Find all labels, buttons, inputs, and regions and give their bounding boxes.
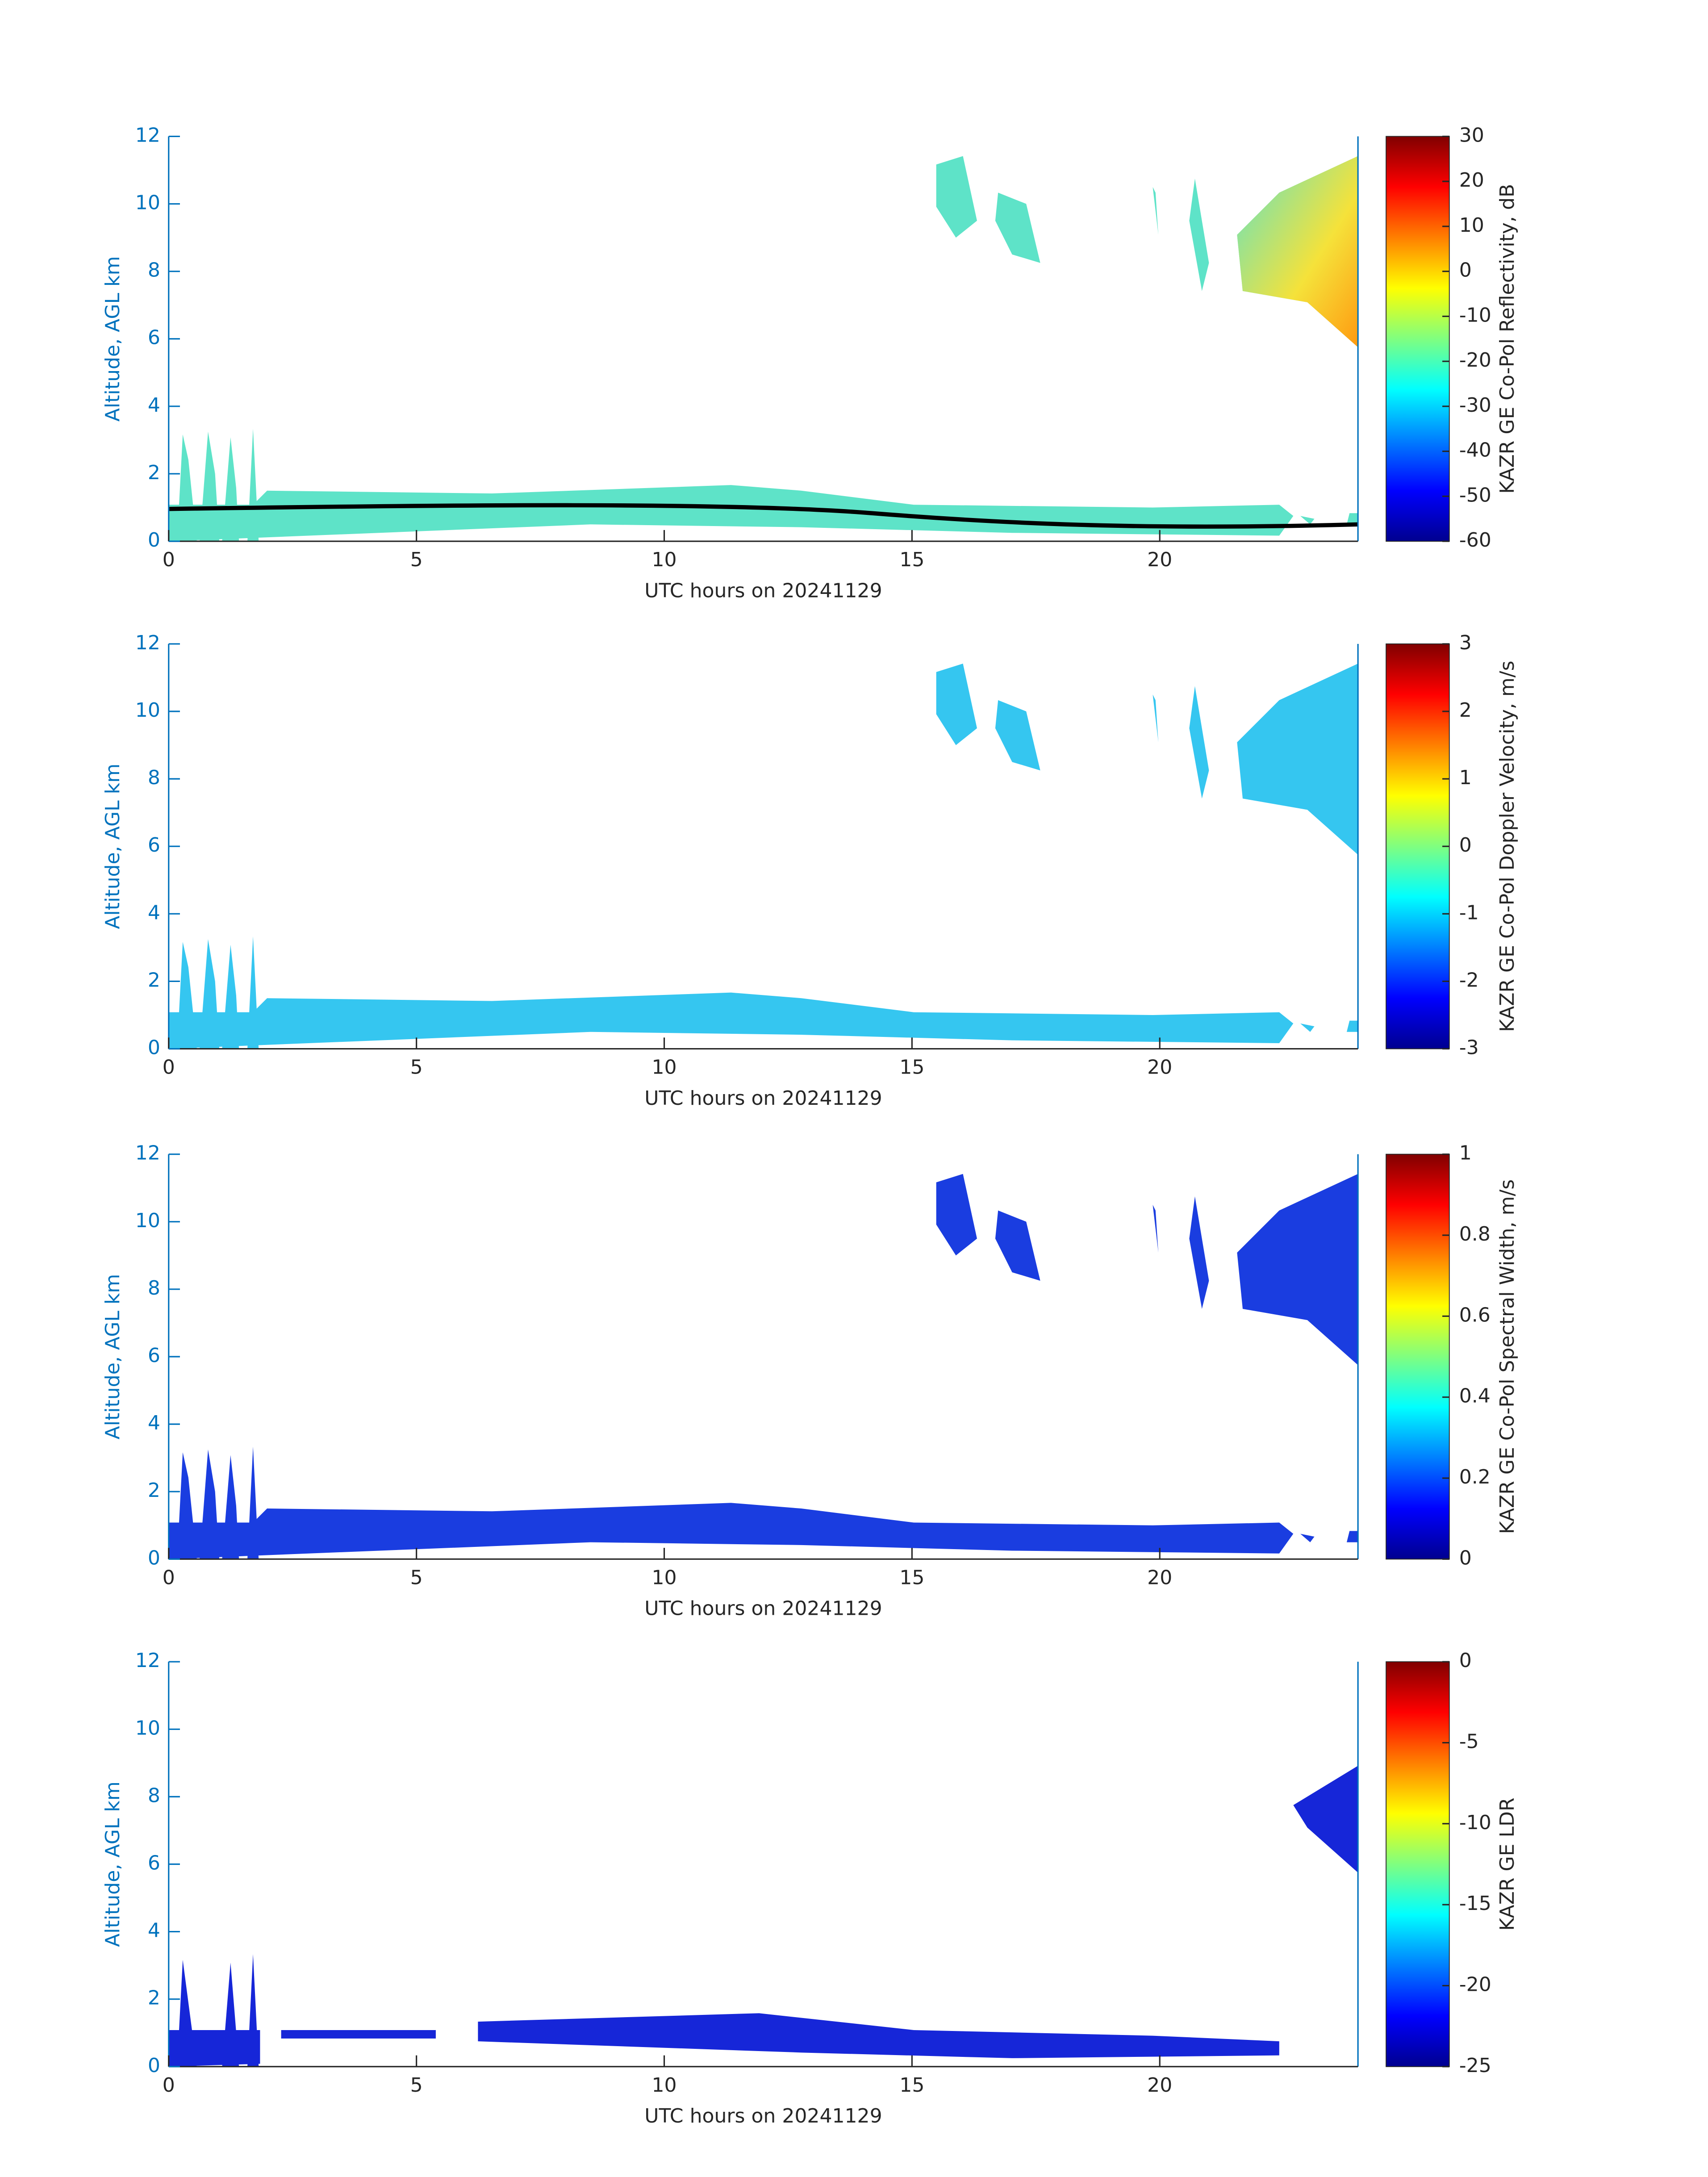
width-field xyxy=(168,1174,1358,1559)
y-tick-label: 12 xyxy=(135,1142,160,1165)
y-tick-label: 2 xyxy=(148,1987,160,2010)
x-tick-label: 20 xyxy=(1147,1566,1172,1589)
x-tick-label: 15 xyxy=(899,2074,924,2097)
colorbar-label: KAZR GE Co-Pol Reflectivity, dB xyxy=(1496,184,1519,494)
y-axis-label: Altitude, AGL km xyxy=(101,1781,124,1947)
x-tick-label: 0 xyxy=(163,548,175,571)
colorbar-tick-label: 20 xyxy=(1459,169,1484,192)
x-tick-label: 5 xyxy=(410,548,423,571)
x-axis-label: UTC hours on 20241129 xyxy=(644,2105,882,2127)
x-tick-label: 5 xyxy=(410,1056,423,1079)
x-tick-label: 5 xyxy=(410,2074,423,2097)
y-tick-label: 12 xyxy=(135,124,160,146)
colorbar-tick-label: -10 xyxy=(1459,304,1491,326)
x-tick-label: 0 xyxy=(163,2074,175,2097)
colorbar xyxy=(1386,1153,1450,1560)
colorbar-tick-label: 2 xyxy=(1459,699,1472,722)
y-tick-label: 10 xyxy=(135,699,160,722)
y-tick-label: 10 xyxy=(135,1717,160,1739)
x-tick-label: 15 xyxy=(899,1056,924,1079)
colorbar-tick-label: -30 xyxy=(1459,394,1491,417)
colorbar xyxy=(1386,643,1450,1049)
y-axis-label: Altitude, AGL km xyxy=(101,1274,124,1440)
colorbar-tick-label: -1 xyxy=(1459,901,1479,924)
x-axis-label: UTC hours on 20241129 xyxy=(644,1087,882,1110)
y-tick-label: 4 xyxy=(148,901,160,924)
ldr-field xyxy=(168,1766,1358,2067)
y-tick-label: 12 xyxy=(135,1649,160,1672)
x-tick-label: 0 xyxy=(163,1566,175,1589)
x-tick-label: 5 xyxy=(410,1566,423,1589)
y-tick-label: 2 xyxy=(148,1479,160,1502)
colorbar-tick-label: 0.2 xyxy=(1459,1466,1491,1488)
y-axis-label: Altitude, AGL km xyxy=(101,764,124,929)
colorbar-tick-label: -20 xyxy=(1459,349,1491,372)
colorbar-tick-label: -60 xyxy=(1459,529,1491,552)
y-axis-label: Altitude, AGL km xyxy=(101,256,124,422)
colorbar-tick-label: 0 xyxy=(1459,834,1472,857)
y-tick-label: 12 xyxy=(135,631,160,654)
colorbar-tick-label: -25 xyxy=(1459,2054,1491,2077)
colorbar-tick-label: -20 xyxy=(1459,1973,1491,1996)
y-tick-label: 10 xyxy=(135,192,160,214)
y-tick-label: 8 xyxy=(148,766,160,789)
colorbar-tick-label: -50 xyxy=(1459,484,1491,506)
y-tick-label: 8 xyxy=(148,1277,160,1300)
x-tick-label: 20 xyxy=(1147,1056,1172,1079)
y-tick-label: 0 xyxy=(148,1036,160,1059)
x-axis-label: UTC hours on 20241129 xyxy=(644,1597,882,1620)
y-tick-label: 2 xyxy=(148,461,160,484)
colorbar-tick-label: 0 xyxy=(1459,259,1472,282)
colorbar-tick-label: -5 xyxy=(1459,1730,1479,1753)
colorbar-tick-label: 3 xyxy=(1459,631,1472,654)
x-tick-label: 15 xyxy=(899,548,924,571)
y-tick-label: 8 xyxy=(148,259,160,282)
y-tick-label: 8 xyxy=(148,1784,160,1807)
colorbar-tick-label: 0.6 xyxy=(1459,1304,1491,1326)
colorbar-tick-label: 0.4 xyxy=(1459,1385,1491,1408)
x-tick-label: 20 xyxy=(1147,2074,1172,2097)
y-tick-label: 6 xyxy=(148,1851,160,1874)
colorbar-tick-label: -40 xyxy=(1459,439,1491,462)
colorbar-tick-label: 1 xyxy=(1459,1142,1472,1165)
reflectivity-field xyxy=(168,156,1358,542)
x-tick-label: 20 xyxy=(1147,548,1172,571)
colorbar-tick-label: -3 xyxy=(1459,1036,1479,1059)
colorbar xyxy=(1386,136,1450,542)
colorbar-label: KAZR GE LDR xyxy=(1496,1797,1519,1930)
colorbar-tick-label: 10 xyxy=(1459,214,1484,237)
y-tick-label: 6 xyxy=(148,1344,160,1367)
colorbar-tick-label: 1 xyxy=(1459,766,1472,789)
y-tick-label: 4 xyxy=(148,1412,160,1434)
colorbar-label: KAZR GE Co-Pol Spectral Width, m/s xyxy=(1496,1179,1519,1534)
y-tick-label: 6 xyxy=(148,834,160,857)
colorbar-tick-label: 0 xyxy=(1459,1546,1472,1569)
x-tick-label: 10 xyxy=(651,2074,677,2097)
x-tick-label: 10 xyxy=(651,548,677,571)
colorbar-tick-label: 0 xyxy=(1459,1649,1472,1672)
colorbar xyxy=(1386,1661,1450,2067)
x-tick-label: 15 xyxy=(899,1566,924,1589)
velocity-field xyxy=(168,663,1358,1049)
colorbar-tick-label: -2 xyxy=(1459,969,1479,991)
x-tick-label: 0 xyxy=(163,1056,175,1079)
y-tick-label: 0 xyxy=(148,1546,160,1569)
y-tick-label: 10 xyxy=(135,1209,160,1232)
y-tick-label: 2 xyxy=(148,969,160,991)
colorbar-tick-label: -10 xyxy=(1459,1811,1491,1834)
y-tick-label: 0 xyxy=(148,529,160,552)
colorbar-tick-label: 30 xyxy=(1459,124,1484,146)
x-tick-label: 10 xyxy=(651,1056,677,1079)
y-tick-label: 0 xyxy=(148,2054,160,2077)
y-tick-label: 4 xyxy=(148,394,160,417)
y-tick-label: 4 xyxy=(148,1919,160,1942)
x-axis-label: UTC hours on 20241129 xyxy=(644,579,882,602)
y-tick-label: 6 xyxy=(148,326,160,349)
colorbar-label: KAZR GE Co-Pol Doppler Velocity, m/s xyxy=(1496,660,1519,1032)
x-tick-label: 10 xyxy=(651,1566,677,1589)
colorbar-tick-label: 0.8 xyxy=(1459,1223,1491,1245)
colorbar-tick-label: -15 xyxy=(1459,1892,1491,1915)
